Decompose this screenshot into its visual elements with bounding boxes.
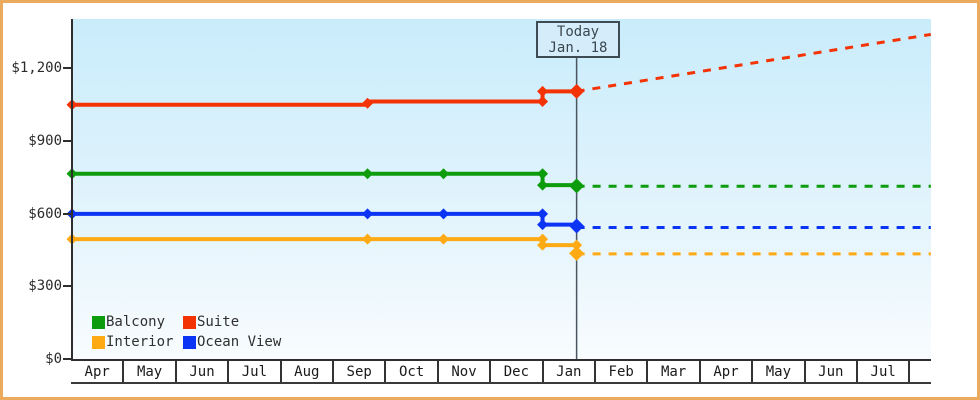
today-label-box: Today Jan. 18 (536, 21, 620, 58)
plot-area (73, 19, 931, 359)
month-cell-jul-15: Jul (858, 361, 911, 382)
y-tick-label: $0 (45, 351, 62, 367)
month-cell-apr-12: Apr (701, 361, 754, 382)
month-cell-mar-11: Mar (648, 361, 701, 382)
y-tick-mark (63, 358, 71, 360)
today-label: Today (556, 23, 600, 40)
month-cell-nov-7: Nov (439, 361, 492, 382)
today-date: Jan. 18 (548, 39, 608, 56)
legend-label-balcony: Balcony (106, 314, 166, 330)
legend: Balcony Suite Interior Ocean View (92, 312, 281, 352)
legend-label-interior: Interior (106, 334, 174, 350)
x-axis-month-band: Apr May Jun Jul Aug Sep Oct Nov Dec Jan Feb Mar Apr M… (71, 359, 931, 384)
legend-item-interior: Interior (92, 332, 183, 352)
month-cell-jun-14: Jun (806, 361, 858, 382)
month-cell-jun-2: Jun (177, 361, 230, 382)
y-tick-label: $600 (28, 205, 62, 222)
y-tick-mark (63, 212, 71, 215)
month-cell-apr-0: Apr (72, 361, 125, 382)
balcony-color-swatch (92, 315, 105, 329)
month-cell-may-1: May (124, 361, 177, 382)
y-tick-label: $1,200 (11, 60, 62, 77)
interior-color-swatch (92, 335, 105, 349)
y-tick-label: $900 (28, 133, 62, 150)
month-cell-dec-8: Dec (491, 361, 544, 382)
legend-label-suite: Suite (197, 314, 240, 330)
month-cell-aug-4: Aug (282, 361, 334, 382)
y-tick-mark (63, 67, 71, 70)
month-cell-feb-10: Feb (596, 361, 649, 382)
y-tick-mark (63, 140, 71, 143)
month-cell-oct-6: Oct (386, 361, 439, 382)
ocean-view-color-swatch (183, 335, 196, 349)
y-axis-line (71, 19, 73, 383)
month-cell-may-13: May (753, 361, 806, 382)
suite-color-swatch (183, 315, 196, 329)
legend-item-balcony: Balcony (92, 312, 183, 332)
y-tick-mark (63, 285, 71, 288)
legend-item-suite: Suite (183, 312, 281, 332)
month-cell-jul-3: Jul (229, 361, 282, 382)
legend-item-ocean-view: Ocean View (183, 332, 281, 352)
y-tick-label: $300 (28, 278, 62, 295)
month-cell-jan-9: Jan (544, 361, 596, 382)
month-cell-sep-5: Sep (334, 361, 387, 382)
legend-label-ocean-view: Ocean View (197, 334, 282, 350)
